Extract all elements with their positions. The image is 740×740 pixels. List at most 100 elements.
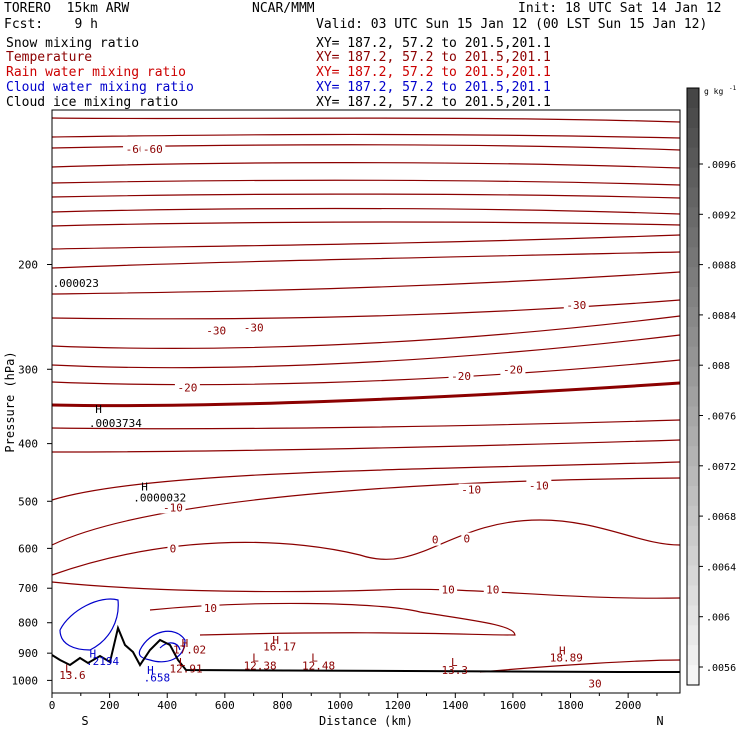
extremum-label: .0003734 (89, 417, 142, 430)
colorbar-cell (687, 127, 699, 149)
colorbar-unit: g kg (704, 87, 723, 96)
colorbar-cell (687, 267, 699, 288)
colorbar-tick-label: .0072 (706, 462, 736, 473)
extremum-label: H (95, 403, 102, 416)
extremum-label: 13.6 (59, 669, 86, 682)
colorbar-cell (687, 665, 699, 686)
colorbar-cell (687, 207, 699, 228)
colorbar-cell (687, 107, 699, 129)
y-tick-label: 1000 (12, 674, 39, 687)
temperature-label: 0 (432, 534, 439, 547)
extremum-label: 13.3 (441, 664, 468, 677)
contour-label-bg (448, 370, 474, 383)
y-tick-label: 500 (18, 495, 38, 508)
extremum-label: L (311, 652, 318, 665)
y-tick-label: 900 (18, 647, 38, 660)
temperature-label: -10 (529, 479, 549, 492)
extremum-label: H (559, 645, 566, 658)
colorbar-cell (687, 565, 699, 586)
temperature-label: -20 (451, 370, 471, 383)
x-tick-label: 1400 (442, 699, 469, 712)
extremum-label: 12.91 (170, 663, 203, 676)
contour-label-bg (586, 677, 605, 690)
temperature-label: 10 (441, 583, 454, 596)
field-name: Cloud ice mixing ratio (6, 95, 179, 110)
colorbar-cell (687, 625, 699, 646)
extremum-label: .658 (144, 672, 171, 685)
contour-label-bg (500, 363, 526, 376)
extremum-label: .0000032 (133, 491, 186, 504)
colorbar-cell (687, 545, 699, 567)
extremum-label: L (179, 656, 186, 669)
field-xy: XY= 187.2, 57.2 to 201.5,201.1 (316, 50, 551, 65)
colorbar-frame (686, 87, 700, 686)
south-label: S (81, 714, 88, 728)
plot-frame (51, 109, 681, 694)
colorbar-cell (687, 525, 699, 547)
x-tick-label: 400 (157, 699, 177, 712)
colorbar-cell (687, 426, 699, 447)
contour-label-bg (160, 501, 186, 514)
extremum-label: 17.02 (173, 644, 206, 657)
contour-label-bg (429, 533, 441, 546)
x-tick-label: 800 (273, 699, 293, 712)
colorbar-cell (687, 486, 699, 507)
extremum-label: .000023 (53, 277, 99, 290)
temperature-label: 30 (588, 677, 601, 690)
cloud-water-contours (59, 598, 186, 663)
extremum-label: L (451, 656, 458, 669)
y-axis: 200 300 400 500 600 700 800 900 1000 (12, 258, 52, 687)
forecast-hour: Fcst: 9 h (4, 17, 98, 32)
x-tick-label: 1600 (500, 699, 527, 712)
contour-label-bg (458, 483, 484, 496)
extremum-label: 12.48 (302, 659, 335, 672)
x-tick-label: 600 (215, 699, 235, 712)
extremum-label: H (89, 647, 96, 660)
temperature-label: -20 (503, 363, 523, 376)
extremum-label: L (65, 663, 72, 676)
y-tick-label: 300 (18, 363, 38, 376)
colorbar-cell (687, 605, 699, 626)
temperature-label: -60 (143, 143, 163, 156)
colorbar-cell (687, 446, 699, 467)
temperature-label: 10 (486, 583, 499, 596)
extremum-label: H (147, 664, 154, 677)
colorbar-tick-label: .0056 (706, 663, 736, 674)
colorbar-tick-label: .0068 (706, 512, 736, 523)
field-xy: XY= 187.2, 57.2 to 201.5,201.1 (316, 80, 551, 95)
colorbar-tick-label: .006 (706, 613, 730, 624)
extremum-label: .2194 (86, 655, 119, 668)
terrain-line (51, 624, 680, 673)
contour-label-bg (483, 583, 502, 596)
contour-labels: -60-60-30 -30-30-20-20-20-10-10 -1000 01010… (53, 143, 605, 690)
init-time: Init: 18 UTC Sat 14 Jan 12 (518, 1, 722, 16)
colorbar: g kg -1 .0096 .0092 .0088 .0084 .008 .0076 .0072… (686, 85, 737, 686)
colorbar-cell (687, 505, 699, 527)
contour-label-bg (241, 321, 267, 334)
field-name: Temperature (6, 50, 93, 65)
colorbar-cell (687, 406, 699, 427)
contour-label-bg (526, 479, 552, 492)
x-tick-label: 1000 (327, 699, 354, 712)
colorbar-tick-label: .0076 (706, 412, 736, 423)
x-axis: 0 200 400 600 800 1000 1200 1400 1600 1800 2000 (49, 693, 658, 712)
contour-label-bg (461, 532, 473, 545)
org-name: NCAR/MMM (252, 1, 315, 16)
y-tick-label: 800 (18, 617, 38, 630)
colorbar-cell (687, 147, 699, 169)
valid-time: Valid: 03 UTC Sun 15 Jan 12 (00 LST Sun … (316, 17, 708, 32)
extremum-label: L (252, 652, 259, 665)
x-tick-label: 0 (49, 699, 56, 712)
temperature-label: -10 (163, 501, 183, 514)
colorbar-cell (687, 645, 699, 666)
colorbar-cell (687, 346, 699, 368)
temperature-label: -30 (206, 324, 226, 337)
temperature-label: -30 (244, 321, 264, 334)
temperature-label: -10 (461, 484, 481, 497)
colorbar-tick-label: .0084 (706, 311, 736, 322)
y-tick-label: 200 (18, 258, 38, 271)
y-tick-label: 600 (18, 542, 38, 555)
contour-label-bg (563, 299, 589, 312)
extremum-label: 12.38 (244, 659, 277, 672)
extremum-label: H (182, 637, 189, 650)
